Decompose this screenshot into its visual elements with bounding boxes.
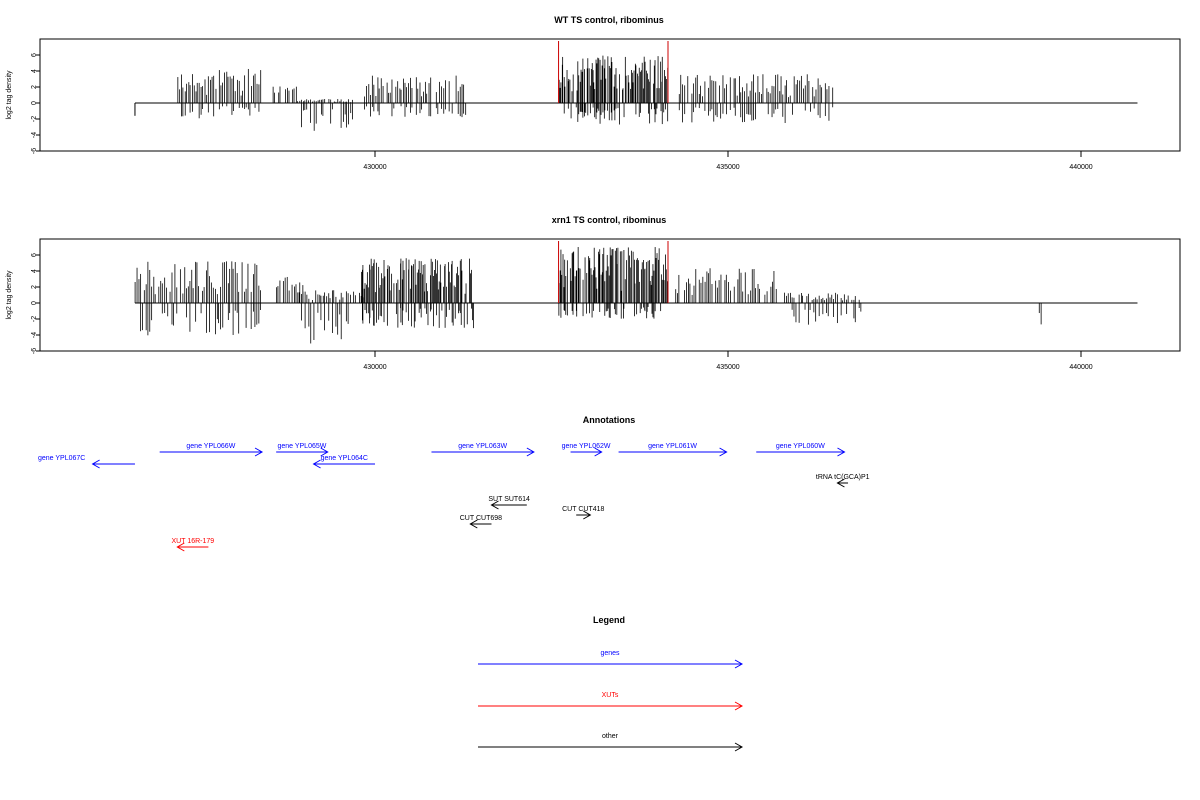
legend-arrow-head — [734, 742, 744, 752]
wt-plot-frame — [39, 38, 1181, 152]
xrn1-signal-bars — [134, 247, 1138, 344]
xrn1-x-ticks: 430000 435000 440000 — [363, 351, 1093, 371]
annotation-feature: gene YPL064C — [312, 455, 375, 469]
annotation-label: XUT 16R-179 — [172, 538, 215, 545]
y-tick-label: -6 — [31, 348, 38, 354]
xrn1-region-markers — [558, 241, 669, 303]
y-tick-label: 0 — [31, 301, 38, 305]
annotation-feature: XUT 16R-179 — [172, 538, 215, 552]
annotation-feature: CUT CUT418 — [562, 506, 605, 520]
annotation-arrow-head — [719, 447, 728, 457]
y-tick-label: 2 — [31, 285, 38, 289]
annotation-label: gene YPL064C — [321, 455, 368, 462]
annotation-arrow-head — [594, 447, 603, 457]
annotation-label: gene YPL061W — [648, 443, 697, 450]
wt-signal-bars — [134, 55, 1138, 131]
annotation-arrow-head — [469, 519, 478, 529]
annotation-feature: CUT CUT698 — [460, 515, 502, 529]
annotation-arrow-head — [91, 459, 100, 469]
annotation-arrow-head — [526, 447, 535, 457]
annotation-label: gene YPL062W — [562, 443, 611, 450]
xrn1-y-axis-label: log2 tag density — [6, 270, 13, 320]
annotation-feature: tRNA tC(GCA)P1 — [816, 474, 870, 488]
annotation-arrow-head — [837, 447, 846, 457]
xrn1-plot-frame — [39, 238, 1181, 352]
y-tick-label: 4 — [31, 69, 38, 73]
annotation-label: SUT SUT614 — [488, 496, 530, 503]
legend-label: genes — [600, 650, 620, 657]
annotations-title: Annotations — [583, 415, 636, 425]
wt-y-axis-label: log2 tag density — [6, 70, 13, 120]
y-tick-label: -2 — [31, 116, 38, 122]
wt-y-ticks: -6 -4 -2 0 2 4 6 — [31, 53, 40, 154]
x-tick-label: 440000 — [1069, 364, 1092, 371]
annotation-feature: gene YPL065W — [276, 443, 329, 457]
legend-arrow-head — [734, 701, 744, 711]
annotation-arrow-head — [583, 510, 592, 520]
annotation-feature: SUT SUT614 — [488, 496, 530, 510]
annotation-arrow-head — [490, 500, 499, 510]
y-tick-label: 0 — [31, 101, 38, 105]
y-tick-label: -6 — [31, 148, 38, 154]
y-tick-label: 6 — [31, 53, 38, 57]
xrn1-y-ticks: -6 -4 -2 0 2 4 6 — [31, 253, 40, 354]
annotation-arrow-head — [836, 478, 845, 488]
annotation-label: gene YPL063W — [458, 443, 507, 450]
wt-track-panel: WT TS control, ribominus log2 tag densit… — [6, 15, 1181, 171]
wt-x-ticks: 430000 435000 440000 — [363, 151, 1093, 171]
annotation-feature: gene YPL063W — [431, 443, 535, 457]
legend-panel: Legend genes XUTs other — [478, 615, 744, 752]
annotation-feature: gene YPL060W — [756, 443, 846, 457]
legend-items: genes XUTs other — [478, 650, 744, 752]
legend-item: XUTs — [478, 692, 744, 711]
legend-item: other — [478, 733, 744, 752]
x-tick-label: 430000 — [363, 164, 386, 171]
legend-item: genes — [478, 650, 744, 669]
legend-label: other — [602, 733, 619, 740]
x-tick-label: 440000 — [1069, 164, 1092, 171]
legend-label: XUTs — [602, 692, 619, 699]
y-tick-label: -4 — [31, 132, 38, 138]
xrn1-track-panel: xrn1 TS control, ribominus log2 tag dens… — [6, 215, 1181, 371]
annotation-feature: gene YPL061W — [618, 443, 728, 457]
annotation-arrow-head — [320, 447, 329, 457]
annotation-label: gene YPL067C — [38, 455, 85, 462]
x-tick-label: 435000 — [716, 164, 739, 171]
annotation-arrow-head — [312, 459, 321, 469]
annotation-label: gene YPL060W — [776, 443, 825, 450]
x-tick-label: 435000 — [716, 364, 739, 371]
wt-region-markers — [558, 41, 669, 103]
wt-panel-title: WT TS control, ribominus — [554, 15, 664, 25]
y-tick-label: 2 — [31, 85, 38, 89]
x-tick-label: 430000 — [363, 364, 386, 371]
annotation-label: tRNA tC(GCA)P1 — [816, 474, 870, 481]
legend-arrow-head — [734, 659, 744, 669]
annotation-arrow-head — [254, 447, 264, 457]
annotation-label: gene YPL065W — [277, 443, 326, 450]
y-tick-label: 4 — [31, 269, 38, 273]
annotation-label: CUT CUT418 — [562, 506, 604, 513]
y-tick-label: -2 — [31, 316, 38, 322]
annotation-feature: gene YPL066W — [159, 443, 264, 457]
annotation-features: gene YPL067C gene YPL066W gene YPL065W gene… — [38, 443, 870, 552]
annotation-arrow-head — [176, 542, 185, 552]
annotation-feature: gene YPL062W — [562, 443, 611, 457]
annotation-feature: gene YPL067C — [38, 455, 135, 469]
y-tick-label: 6 — [31, 253, 38, 257]
y-tick-label: -4 — [31, 332, 38, 338]
annotation-label: gene YPL066W — [186, 443, 235, 450]
xrn1-panel-title: xrn1 TS control, ribominus — [552, 215, 667, 225]
legend-title: Legend — [593, 615, 625, 625]
annotation-label: CUT CUT698 — [460, 515, 502, 522]
